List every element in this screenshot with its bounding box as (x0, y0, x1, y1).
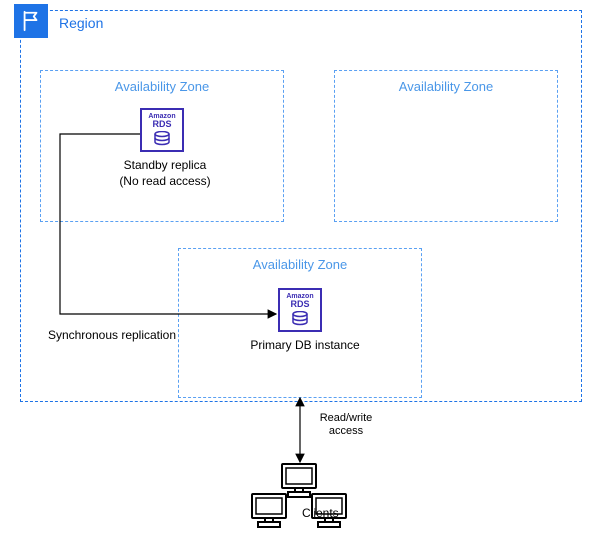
primary-caption: Primary DB instance (230, 338, 380, 354)
caption-line: Primary DB instance (250, 338, 359, 352)
sync-replication-label: Synchronous replication (32, 328, 192, 342)
database-icon (153, 131, 171, 147)
rds-standby-icon: Amazon RDS (140, 108, 184, 152)
az-label: Availability Zone (41, 79, 283, 94)
az-label: Availability Zone (335, 79, 557, 94)
region-flag-icon (14, 4, 48, 38)
caption-line: (No read access) (119, 174, 210, 188)
rw-access-label: Read/write access (306, 412, 386, 438)
caption-line: Standby replica (124, 158, 207, 172)
rds-brand-bottom: RDS (290, 300, 309, 309)
availability-zone-2: Availability Zone (334, 70, 558, 222)
client-computer-icon (248, 492, 290, 535)
clients-label: Clients (302, 506, 362, 522)
rds-brand-bottom: RDS (152, 120, 171, 129)
standby-caption: Standby replica (No read access) (90, 158, 240, 189)
rds-primary-icon: Amazon RDS (278, 288, 322, 332)
region-label: Region (59, 15, 103, 31)
database-icon (291, 311, 309, 327)
az-label: Availability Zone (179, 257, 421, 272)
